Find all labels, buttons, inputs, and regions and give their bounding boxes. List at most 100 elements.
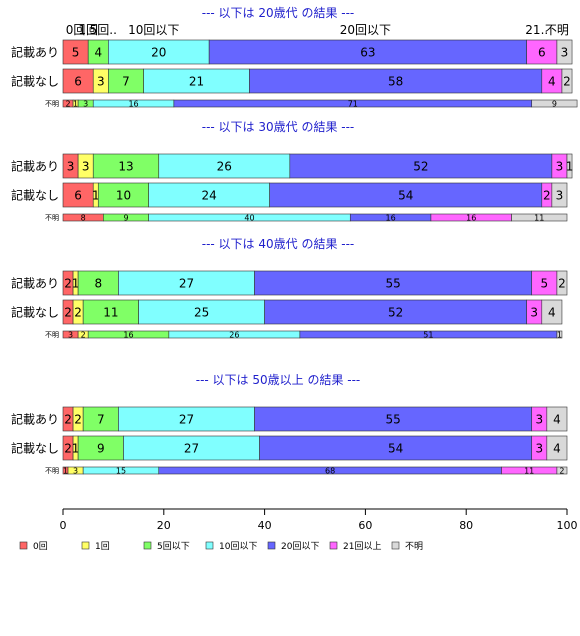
panel-title: --- 以下は 50歳以上 の結果 --- xyxy=(196,373,361,387)
bar-segment xyxy=(546,406,568,432)
x-axis-tick-label: 100 xyxy=(557,519,578,532)
row-label: 記載なし xyxy=(11,305,59,320)
bar-segment xyxy=(546,435,568,461)
bar-segment-label: 9 xyxy=(552,100,557,109)
legend-swatch xyxy=(329,541,338,550)
bar-segment xyxy=(561,68,573,94)
x-axis-tick-label: 0 xyxy=(60,519,67,532)
bar-segment xyxy=(249,68,543,94)
bar-segment-label: 1 xyxy=(73,100,78,109)
bar-segment-label: 1 xyxy=(72,442,80,456)
bar-segment-label: 1 xyxy=(63,467,68,476)
row-label: 記載あり xyxy=(11,412,59,427)
bar-segment-label: 7 xyxy=(122,75,130,89)
bar-segment-label: 27 xyxy=(179,277,194,291)
x-axis-tick-label: 40 xyxy=(258,519,272,532)
bar-segment xyxy=(97,182,149,208)
legend-swatch xyxy=(205,541,214,550)
bar-segment-label: 3 xyxy=(82,160,90,174)
row-label: 不明 xyxy=(45,100,59,108)
bar-segment-label: 4 xyxy=(553,413,561,427)
bar-segment-label: 2 xyxy=(64,277,72,291)
bar-segment xyxy=(269,182,543,208)
legend-swatch xyxy=(267,541,276,550)
top-category-label: 21.. xyxy=(525,23,548,37)
row-label: 記載あり xyxy=(11,276,59,291)
bar-segment-label: 27 xyxy=(179,413,194,427)
bar-segment-label: 5 xyxy=(72,46,80,60)
bar-segment xyxy=(566,153,573,179)
bar-segment-label: 2 xyxy=(563,75,571,89)
bar-segment xyxy=(138,299,265,325)
top-category-label: 1回 xyxy=(78,23,98,37)
bar-segment-label: 7 xyxy=(97,413,105,427)
bar-segment xyxy=(108,68,144,94)
top-category-label: 0回 xyxy=(66,23,86,37)
bar-segment-label: 11 xyxy=(103,306,118,320)
bar-segment-label: 2 xyxy=(64,413,72,427)
bar-segment-label: 4 xyxy=(548,306,556,320)
bar-segment-label: 68 xyxy=(325,467,335,476)
bar-segment-label: 16 xyxy=(123,331,133,340)
bar-segment-label: 26 xyxy=(217,160,232,174)
bar-segment xyxy=(77,270,119,296)
legend-swatch xyxy=(391,541,400,550)
bar-segment-label: 3 xyxy=(530,306,538,320)
bar-segment-label: 21 xyxy=(189,75,204,89)
bar-segment-label: 1 xyxy=(92,189,100,203)
bar-segment-label: 63 xyxy=(360,46,375,60)
top-category-label: 5回.. xyxy=(90,23,117,37)
bar-segment-label: 16 xyxy=(466,214,476,223)
bar-segment-label: 3 xyxy=(67,160,75,174)
bar-segment-label: 15 xyxy=(116,467,126,476)
bar-segment-label: 11 xyxy=(524,467,534,476)
panel-title: --- 以下は 40歳代 の結果 --- xyxy=(202,237,355,251)
bar-segment-label: 16 xyxy=(128,100,138,109)
row-label: 不明 xyxy=(45,467,59,475)
bar-segment-label: 9 xyxy=(97,442,105,456)
row-label: 記載あり xyxy=(11,159,59,174)
bar-segment xyxy=(123,435,260,461)
bar-segment xyxy=(158,153,291,179)
bar-segment-label: 2 xyxy=(64,306,72,320)
bar-segment-label: 9 xyxy=(123,214,128,223)
bar-segment xyxy=(556,39,573,65)
bar-segment xyxy=(92,153,160,179)
bar-segment xyxy=(254,270,533,296)
bar-segment-label: 5 xyxy=(540,277,548,291)
legend-swatch xyxy=(143,541,152,550)
legend-label: 10回以下 xyxy=(219,541,257,552)
top-category-label: 10回以下 xyxy=(128,23,179,37)
bar-segment xyxy=(551,182,568,208)
bar-segment-label: 2 xyxy=(74,413,82,427)
bar-segment-label: 13 xyxy=(118,160,133,174)
bar-segment-label: 54 xyxy=(398,189,413,203)
bar-segment xyxy=(556,270,568,296)
legend-label: 0回 xyxy=(33,541,48,552)
bar-segment-label: 3 xyxy=(561,46,569,60)
bar-segment-label: 71 xyxy=(348,100,358,109)
bar-segment-label: 55 xyxy=(385,413,400,427)
bar-segment xyxy=(511,213,568,222)
bar-segment xyxy=(541,299,563,325)
bar-segment-label: 10 xyxy=(116,189,131,203)
bar-segment-label: 24 xyxy=(202,189,217,203)
bar-segment-label: 8 xyxy=(94,277,102,291)
bar-segment-label: 4 xyxy=(94,46,102,60)
x-axis-tick-label: 20 xyxy=(157,519,171,532)
bar-segment xyxy=(143,68,250,94)
bar-segment xyxy=(62,68,94,94)
bar-segment-label: 2 xyxy=(558,277,566,291)
bar-segment-label: 54 xyxy=(388,442,403,456)
bar-segment-label: 26 xyxy=(229,331,239,340)
row-label: 不明 xyxy=(45,214,59,222)
bar-segment-label: 25 xyxy=(194,306,209,320)
bar-segment xyxy=(148,182,270,208)
bar-segment-label: 58 xyxy=(388,75,403,89)
bar-segment-label: 27 xyxy=(184,442,199,456)
row-label: 記載なし xyxy=(11,188,59,203)
bar-segment-label: 3 xyxy=(535,442,543,456)
bar-segment-label: 3 xyxy=(535,413,543,427)
bar-segment-label: 2 xyxy=(559,467,564,476)
